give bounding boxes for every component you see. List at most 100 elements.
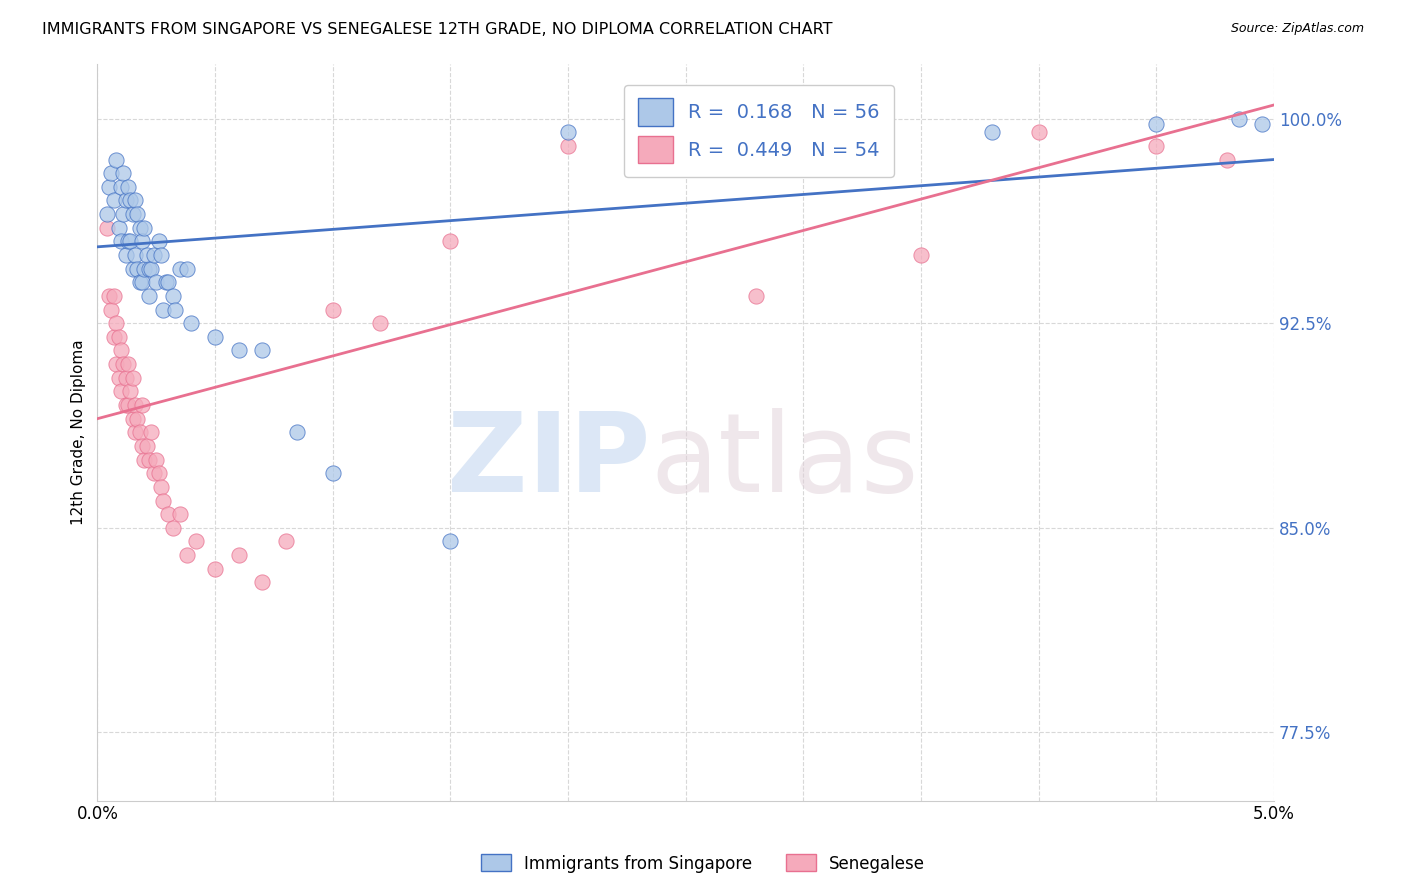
Y-axis label: 12th Grade, No Diploma: 12th Grade, No Diploma [72,340,86,525]
Point [131,235,153,249]
Point [138,452,160,467]
Text: Source: ZipAtlas.com: Source: ZipAtlas.com [1230,22,1364,36]
Point [100,302,122,317]
Point [128,220,150,235]
Point [127,207,149,221]
Point [149,248,172,262]
Point [114,194,136,208]
Point [152,493,174,508]
Point [131,398,153,412]
Point [910,248,932,262]
Point [149,480,172,494]
Point [142,248,165,262]
Point [98,179,121,194]
Point [162,521,184,535]
Point [117,357,139,371]
Point [274,534,297,549]
Point [124,425,146,440]
Point [186,534,208,549]
Point [1251,117,1274,131]
Point [110,343,132,358]
Point [145,275,167,289]
Point [117,179,139,194]
Point [152,302,174,317]
Point [114,371,136,385]
Point [439,534,461,549]
Point [134,220,156,235]
Point [110,235,132,249]
Point [155,275,177,289]
Point [114,398,136,412]
Point [110,179,132,194]
Point [176,548,198,562]
Point [124,398,146,412]
Point [142,467,165,481]
Point [98,289,121,303]
Point [117,398,139,412]
Point [287,425,309,440]
Point [675,125,697,139]
Point [121,411,143,425]
Point [169,507,191,521]
Point [114,248,136,262]
Point [138,261,160,276]
Point [131,439,153,453]
Point [124,248,146,262]
Point [127,411,149,425]
Point [100,166,122,180]
Point [228,548,250,562]
Point [1028,125,1050,139]
Point [439,235,461,249]
Text: ZIP: ZIP [447,409,651,516]
Point [134,452,156,467]
Point [250,343,273,358]
Point [138,289,160,303]
Point [110,384,132,399]
Point [128,275,150,289]
Point [124,194,146,208]
Point [204,330,226,344]
Point [204,562,226,576]
Text: atlas: atlas [651,409,920,516]
Point [107,371,129,385]
Point [121,371,143,385]
Point [980,125,1002,139]
Point [176,261,198,276]
Point [145,452,167,467]
Point [103,289,125,303]
Point [112,357,135,371]
Point [180,316,202,330]
Point [322,302,344,317]
Point [745,289,768,303]
Point [557,139,579,153]
Point [103,330,125,344]
Point [322,467,344,481]
Point [120,384,142,399]
Point [121,207,143,221]
Point [156,507,179,521]
Point [228,343,250,358]
Point [128,425,150,440]
Point [792,153,814,167]
Point [135,248,157,262]
Point [250,575,273,590]
Point [112,207,135,221]
Point [96,207,118,221]
Point [105,357,128,371]
Point [107,330,129,344]
Point [156,275,179,289]
Point [131,275,153,289]
Point [105,153,128,167]
Point [121,261,143,276]
Point [1216,153,1239,167]
Point [120,194,142,208]
Point [1227,112,1250,126]
Point [557,125,579,139]
Legend: R =  0.168   N = 56, R =  0.449   N = 54: R = 0.168 N = 56, R = 0.449 N = 54 [624,85,894,177]
Point [162,289,184,303]
Point [107,220,129,235]
Point [134,261,156,276]
Point [792,125,814,139]
Point [105,316,128,330]
Legend: Immigrants from Singapore, Senegalese: Immigrants from Singapore, Senegalese [474,847,932,880]
